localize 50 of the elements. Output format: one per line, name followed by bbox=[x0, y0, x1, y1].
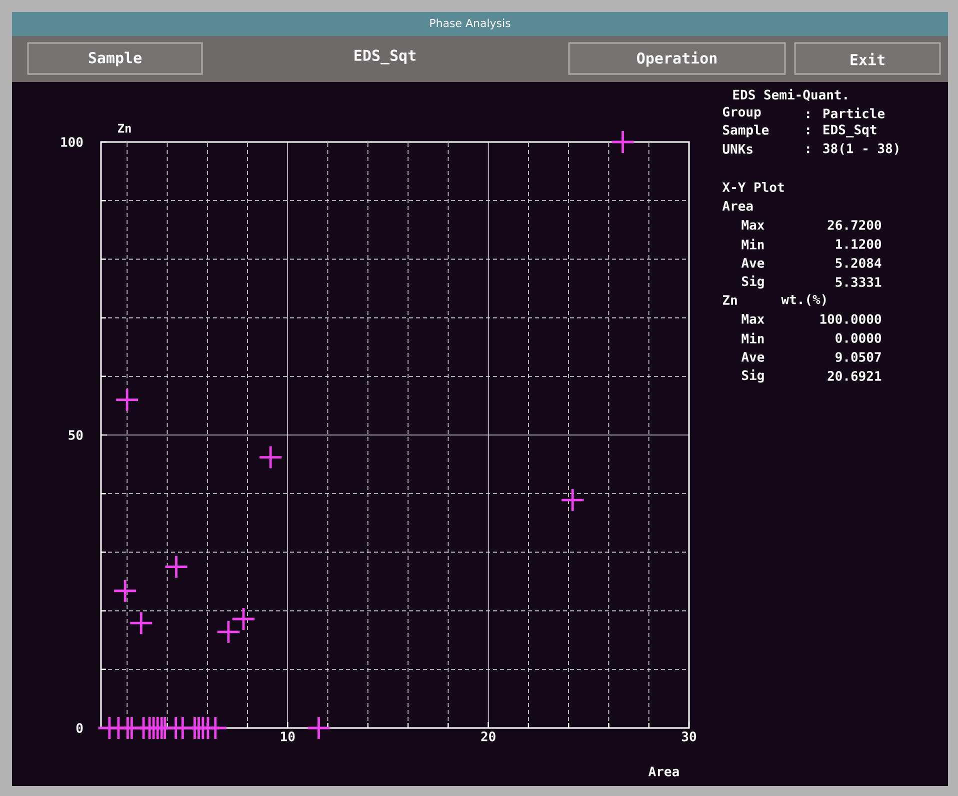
point bbox=[260, 446, 282, 468]
y-tick-label: 100 bbox=[61, 137, 83, 147]
point bbox=[114, 580, 136, 602]
point bbox=[130, 612, 152, 634]
text: Sig bbox=[742, 369, 764, 383]
text: : 38(1 - 38) bbox=[807, 143, 898, 155]
y-tick-label: 0 bbox=[76, 723, 83, 733]
text: EDS Semi-Quant. bbox=[733, 88, 847, 102]
text: Area bbox=[722, 201, 753, 211]
point bbox=[217, 620, 240, 643]
text: Ave bbox=[741, 352, 764, 362]
point bbox=[562, 489, 584, 512]
text: : EDS_Sqt bbox=[807, 124, 876, 138]
text: 26.7200 bbox=[828, 220, 882, 230]
point bbox=[204, 717, 226, 739]
x-axis-title: Area bbox=[648, 766, 679, 776]
text: Exit bbox=[850, 52, 884, 66]
text: : Particle bbox=[807, 108, 885, 118]
text: 5.2084 bbox=[836, 258, 882, 268]
y-tick-label: 50 bbox=[68, 430, 83, 440]
x-tick-label: 10 bbox=[281, 732, 295, 742]
text: Sample bbox=[88, 52, 142, 66]
text: Operation bbox=[637, 51, 716, 67]
text: wt.(%) bbox=[781, 294, 826, 306]
text: Ave bbox=[741, 258, 764, 268]
point bbox=[612, 130, 634, 153]
text: X-Y Plot bbox=[722, 182, 784, 192]
x-tick-label: 30 bbox=[682, 732, 696, 742]
y-axis-title: Zn bbox=[118, 124, 131, 133]
chart-subtitle: EDS_Sqt bbox=[354, 50, 416, 64]
text: Sig bbox=[742, 275, 764, 289]
text: UNKs bbox=[722, 144, 752, 154]
text: Group bbox=[722, 106, 761, 120]
x-tick-label: 20 bbox=[481, 732, 496, 742]
chart-title: Phase Analysis bbox=[430, 18, 510, 30]
text: Min bbox=[742, 332, 764, 344]
text: Sample bbox=[723, 124, 769, 138]
text: Max bbox=[742, 314, 764, 324]
text: 20.6921 bbox=[828, 371, 882, 381]
point bbox=[308, 717, 330, 739]
point bbox=[116, 388, 138, 411]
text: Max bbox=[742, 220, 764, 230]
text: 1.1200 bbox=[836, 239, 882, 249]
text: 9.0507 bbox=[836, 352, 881, 362]
text: 0.0000 bbox=[836, 333, 882, 343]
text: Min bbox=[742, 238, 764, 250]
point bbox=[165, 556, 188, 578]
text: 5.3331 bbox=[836, 277, 882, 287]
text: Zn bbox=[722, 295, 737, 305]
text: 100.0000 bbox=[820, 314, 882, 324]
